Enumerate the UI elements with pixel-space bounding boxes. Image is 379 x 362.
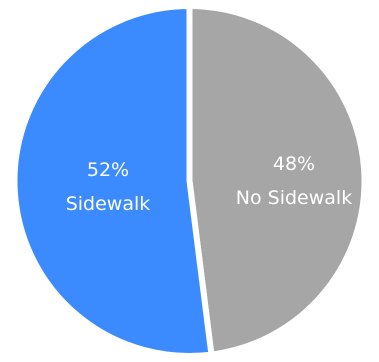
slice-percent-label: 52% bbox=[87, 159, 129, 181]
slice-category-label: No Sidewalk bbox=[236, 187, 352, 209]
pie-slice-sidewalk bbox=[11, 2, 215, 359]
pie-slice-no-sidewalk bbox=[186, 2, 368, 358]
pie-labels: 48% No Sidewalk 52% Sidewalk bbox=[66, 153, 353, 215]
pie-slices bbox=[11, 2, 368, 359]
slice-category-label: Sidewalk bbox=[66, 193, 151, 215]
slice-percent-label: 48% bbox=[273, 153, 315, 175]
